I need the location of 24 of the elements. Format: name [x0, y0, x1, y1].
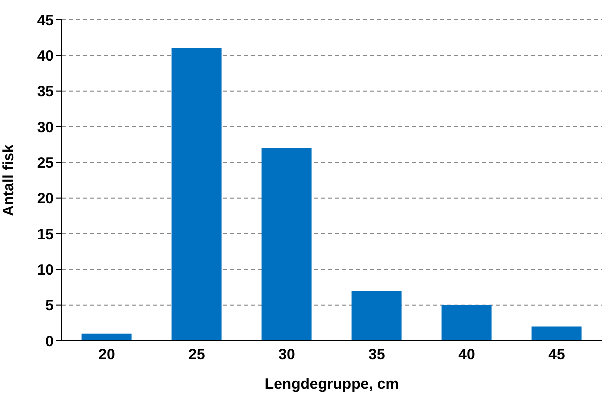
bar: [172, 48, 222, 341]
x-tick-label: 35: [368, 346, 386, 364]
bar: [532, 326, 582, 341]
y-tick-label: 15: [37, 226, 54, 244]
bar: [442, 305, 492, 341]
y-tick-label: 0: [46, 333, 54, 350]
y-tick-label: 35: [37, 84, 54, 101]
y-tick-label: 30: [37, 119, 54, 136]
bar: [352, 291, 402, 341]
x-tick-label: 20: [98, 346, 116, 364]
x-tick-label: 25: [188, 346, 206, 364]
y-axis-title: Antall fisk: [0, 144, 18, 216]
y-tick-label: 25: [37, 154, 54, 172]
y-tick-label: 40: [37, 48, 54, 65]
y-tick-label: 5: [46, 298, 54, 315]
y-tick-label: 10: [37, 262, 54, 279]
bar: [262, 148, 312, 341]
y-tick-label: 45: [37, 12, 54, 30]
bar: [82, 334, 132, 341]
x-tick-label: 40: [458, 346, 476, 364]
y-tick-label: 20: [37, 190, 54, 208]
x-tick-label: 30: [278, 346, 296, 364]
x-axis-title: Lengdegruppe, cm: [264, 376, 400, 393]
x-tick-label: 45: [548, 346, 566, 364]
